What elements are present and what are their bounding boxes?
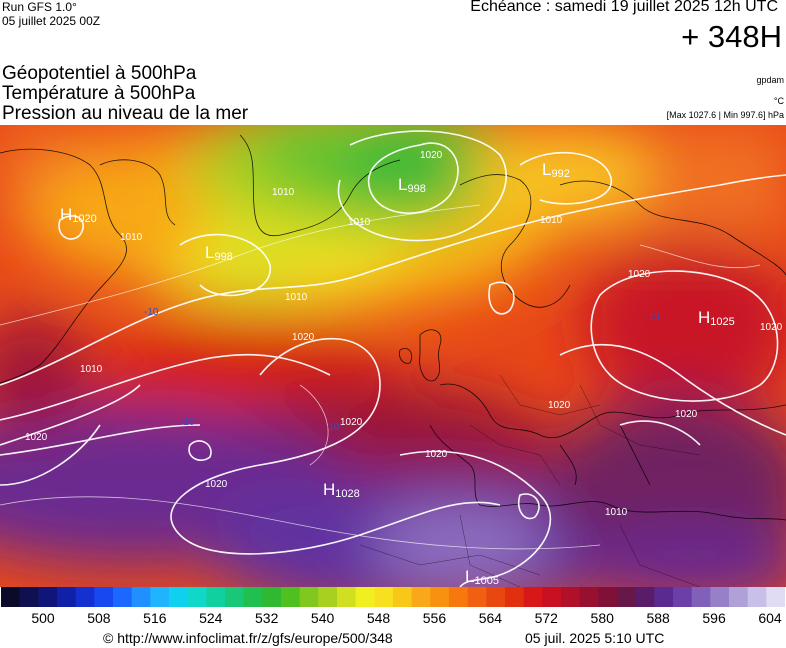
- isobar-label: 1020: [425, 449, 448, 460]
- title-temperature: Température à 500hPa: [2, 83, 196, 104]
- isobar-label: 1020: [628, 269, 651, 280]
- color-swatch: [579, 587, 599, 607]
- isobar-label: 1010: [285, 292, 308, 303]
- scale-tick: 604: [758, 610, 782, 626]
- color-swatch: [673, 587, 693, 607]
- low-pressure-label: L1005: [465, 567, 499, 587]
- weather-map: -10 -10 -10 -10 1010 1010 1010 1010 1010…: [0, 125, 786, 587]
- color-swatch: [654, 587, 674, 607]
- title-pressure: Pression au niveau de la mer: [2, 103, 249, 124]
- color-swatch: [1, 587, 21, 607]
- scale-tick: 540: [310, 610, 335, 626]
- color-swatch: [486, 587, 506, 607]
- color-swatch: [262, 587, 282, 607]
- color-swatch: [542, 587, 562, 607]
- color-scale-bar: [1, 587, 785, 607]
- low-pressure-label: L998: [205, 243, 233, 263]
- color-swatch: [598, 587, 618, 607]
- scale-tick: 516: [143, 610, 167, 626]
- isotherm-label: -10: [144, 307, 159, 318]
- run-label: Run GFS 1.0°: [2, 0, 77, 14]
- lead-time: + 348H: [681, 19, 782, 54]
- color-swatch: [449, 587, 469, 607]
- color-swatch: [243, 587, 263, 607]
- color-swatch: [505, 587, 525, 607]
- valid-time: Echéance : samedi 19 juillet 2025 12h UT…: [470, 0, 778, 15]
- color-swatch: [691, 587, 711, 607]
- isotherm-label: -10: [645, 312, 660, 323]
- scale-tick: 556: [422, 610, 447, 626]
- color-swatch: [57, 587, 77, 607]
- color-swatch: [94, 587, 114, 607]
- color-swatch: [150, 587, 170, 607]
- color-swatch: [430, 587, 450, 607]
- scale-tick: 588: [646, 610, 670, 626]
- color-swatch: [393, 587, 413, 607]
- isobar-label: 1020: [760, 322, 783, 333]
- pressure-range: [Max 1027.6 | Min 997.6] hPa: [666, 110, 784, 120]
- scale-tick: 548: [366, 610, 391, 626]
- isobar-label: 1010: [348, 217, 371, 228]
- isotherm-label: -10: [325, 422, 340, 433]
- color-swatch: [635, 587, 655, 607]
- low-pressure-label: L992: [542, 160, 570, 180]
- color-swatch: [38, 587, 58, 607]
- isobar-label: 1020: [205, 479, 228, 490]
- high-pressure-label: H1020: [60, 205, 97, 225]
- color-swatch: [113, 587, 133, 607]
- isobar-label: 1010: [605, 507, 628, 518]
- isobar-label: 1020: [292, 332, 315, 343]
- low-pressure-label: L998: [398, 175, 426, 195]
- scale-tick: 596: [702, 610, 726, 626]
- color-swatch: [206, 587, 226, 607]
- color-swatch: [374, 587, 394, 607]
- isotherm-label: -10: [180, 417, 195, 428]
- scale-tick: 564: [478, 610, 503, 626]
- isobar-label: 1010: [540, 215, 563, 226]
- color-swatch: [523, 587, 543, 607]
- unit-temperature: °C: [773, 96, 784, 106]
- color-swatch: [747, 587, 767, 607]
- scale-tick: 580: [590, 610, 614, 626]
- title-geopotential: Géopotentiel à 500hPa: [2, 63, 197, 84]
- color-swatch: [131, 587, 151, 607]
- color-swatch: [281, 587, 301, 607]
- color-swatch: [75, 587, 95, 607]
- color-swatch: [710, 587, 730, 607]
- color-swatch: [318, 587, 338, 607]
- isobar-label: 1020: [25, 432, 48, 443]
- color-swatch: [225, 587, 245, 607]
- color-swatch: [467, 587, 487, 607]
- scale-tick: 572: [534, 610, 558, 626]
- isobar-label: 1010: [80, 364, 103, 375]
- isobar-label: 1020: [548, 400, 571, 411]
- isobar-label: 1020: [340, 417, 363, 428]
- color-swatch: [561, 587, 581, 607]
- color-swatch: [299, 587, 319, 607]
- scale-tick: 532: [255, 610, 279, 626]
- scale-tick: 508: [87, 610, 111, 626]
- scale-tick: 524: [199, 610, 223, 626]
- color-swatch: [337, 587, 357, 607]
- isobar-label: 1020: [420, 150, 443, 161]
- isobar-label: 1010: [272, 187, 295, 198]
- color-swatch: [617, 587, 637, 607]
- high-pressure-label: H1028: [323, 480, 360, 500]
- color-swatch: [187, 587, 207, 607]
- generation-timestamp: 05 juil. 2025 5:10 UTC: [525, 630, 665, 646]
- isobar-label: 1010: [120, 232, 143, 243]
- color-swatch: [411, 587, 431, 607]
- high-pressure-label: H1025: [698, 308, 735, 328]
- isobar-label: 1020: [675, 409, 698, 420]
- scale-tick: 500: [31, 610, 55, 626]
- color-swatch: [766, 587, 785, 607]
- color-swatch: [19, 587, 39, 607]
- run-date: 05 juillet 2025 00Z: [2, 14, 101, 28]
- color-swatch: [169, 587, 189, 607]
- color-swatch: [355, 587, 375, 607]
- color-swatch: [729, 587, 749, 607]
- source-url[interactable]: © http://www.infoclimat.fr/z/gfs/europe/…: [103, 630, 393, 646]
- unit-geopotential: gpdam: [756, 75, 784, 85]
